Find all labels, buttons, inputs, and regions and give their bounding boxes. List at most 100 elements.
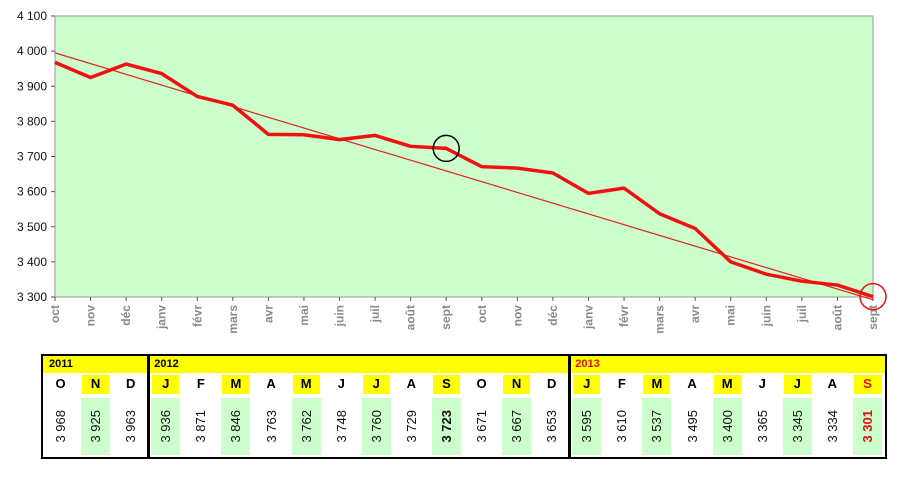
value-text: 3 748 (333, 410, 349, 443)
highlight-markers (432, 134, 887, 311)
x-tick-label: déc (546, 305, 560, 326)
value-cell: 3 760 (361, 398, 391, 455)
x-tick-label: août (830, 305, 844, 330)
month-label: D (126, 376, 136, 391)
year-label: 2013 (575, 358, 600, 370)
value-cell: 3 762 (291, 398, 321, 455)
year-separator (146, 356, 150, 457)
value-cell: 3 334 (818, 398, 847, 455)
month-label: M (222, 375, 250, 394)
value-text: 3 595 (579, 410, 595, 443)
month-label: A (687, 376, 697, 391)
x-tick-label: nov (84, 305, 98, 327)
value-text: 3 936 (158, 410, 174, 443)
month-label: F (196, 376, 205, 391)
value-cell: 3 748 (327, 398, 356, 455)
value-text: 3 963 (123, 410, 139, 443)
value-text: 3 667 (509, 410, 525, 443)
month-label: O (476, 376, 487, 391)
x-tick-label: mars (653, 305, 667, 334)
x-tick-label: avr (688, 305, 702, 323)
value-text: 3 495 (684, 410, 700, 443)
x-tick-label: juil (368, 305, 382, 323)
x-tick-label: juin (333, 305, 347, 327)
x-tick-label: juin (759, 305, 773, 327)
value-cell: 3 729 (397, 398, 426, 455)
year-label: 2012 (154, 358, 179, 370)
month-label: S (853, 375, 881, 394)
value-text: 3 760 (368, 410, 384, 443)
y-tick-label: 4 100 (17, 9, 47, 23)
year-label: 2011 (49, 358, 73, 370)
value-cell: 3 667 (502, 398, 532, 455)
x-tick-label: sept (439, 305, 453, 330)
value-cell: 3 968 (46, 398, 75, 455)
y-tick-label: 3 500 (17, 220, 47, 234)
value-cell: 3 653 (537, 398, 566, 455)
x-axis: oct nov déc janv févr mars avr mai juin juil août s… (48, 297, 880, 334)
month-label: O (55, 376, 66, 391)
x-tick-label: févr (617, 305, 631, 327)
value-text: 3 345 (789, 410, 805, 443)
y-axis: 3 300 3 400 3 500 3 600 3 700 3 800 3 900 4 000… (17, 9, 55, 304)
month-label: D (547, 376, 557, 391)
value-cell: 3 610 (607, 398, 636, 455)
x-tick-label: mai (724, 305, 738, 326)
value-cell: 3 671 (467, 398, 496, 455)
x-tick-label: déc (119, 305, 133, 326)
value-text: 3 871 (193, 410, 209, 443)
month-label: S (432, 375, 460, 394)
x-tick-label: août (404, 305, 418, 330)
month-label: F (617, 376, 626, 391)
value-text: 3 763 (263, 410, 279, 443)
value-text: 3 653 (544, 410, 560, 443)
value-cell: 3 345 (782, 398, 812, 455)
y-tick-label: 3 300 (17, 290, 47, 304)
data-series-line (54, 60, 874, 299)
x-tick-label: sept (866, 305, 880, 330)
year-separator (567, 356, 571, 457)
year-band (43, 356, 885, 373)
value-cell: 3 537 (642, 398, 672, 455)
highlight-circle (432, 134, 460, 163)
y-tick-label: 3 400 (17, 255, 47, 269)
month-label: N (503, 375, 531, 394)
x-tick-label: oct (475, 305, 489, 323)
y-tick-label: 3 800 (17, 114, 47, 128)
value-text: 3 729 (403, 410, 419, 443)
value-cell: 3 400 (712, 398, 742, 455)
month-label: J (783, 375, 811, 394)
value-text: 3 400 (719, 410, 735, 443)
monthly-data-table: 2011 2012 2013 O N D J F M A M J J A S O N D J F M A M J J A S 3 96… (41, 354, 887, 459)
value-cell: 3 925 (81, 398, 111, 455)
month-label: M (292, 375, 320, 394)
value-text: 3 671 (474, 410, 490, 443)
y-tick-label: 3 600 (17, 185, 47, 199)
month-label: A (827, 376, 838, 391)
value-cell: 3 963 (116, 398, 145, 455)
month-label: A (406, 376, 417, 391)
month-label: N (82, 375, 110, 394)
highlight-circle (859, 282, 887, 311)
y-tick-label: 3 700 (17, 150, 47, 164)
value-text: 3 537 (649, 410, 665, 443)
value-text: 3 723 (438, 410, 454, 443)
x-tick-label: janv (155, 305, 169, 330)
value-cell: 3 936 (151, 398, 181, 455)
value-cell: 3 365 (748, 398, 777, 455)
line-chart: 3 300 3 400 3 500 3 600 3 700 3 800 3 900 4 000… (17, 9, 887, 334)
month-label: J (337, 376, 345, 391)
value-text: 3 610 (614, 410, 630, 443)
value-text: 3 925 (88, 410, 104, 443)
value-cell: 3 846 (221, 398, 251, 455)
value-cell: 3 871 (186, 398, 215, 455)
x-tick-label: nov (510, 305, 524, 327)
value-text: 3 846 (228, 410, 244, 443)
x-tick-label: févr (190, 305, 204, 327)
x-tick-label: avr (261, 305, 275, 323)
value-cell: 3 763 (257, 398, 286, 455)
month-label: J (758, 376, 766, 391)
month-label: M (713, 375, 741, 394)
x-tick-label: juil (795, 305, 809, 323)
value-cell: 3 495 (678, 398, 707, 455)
